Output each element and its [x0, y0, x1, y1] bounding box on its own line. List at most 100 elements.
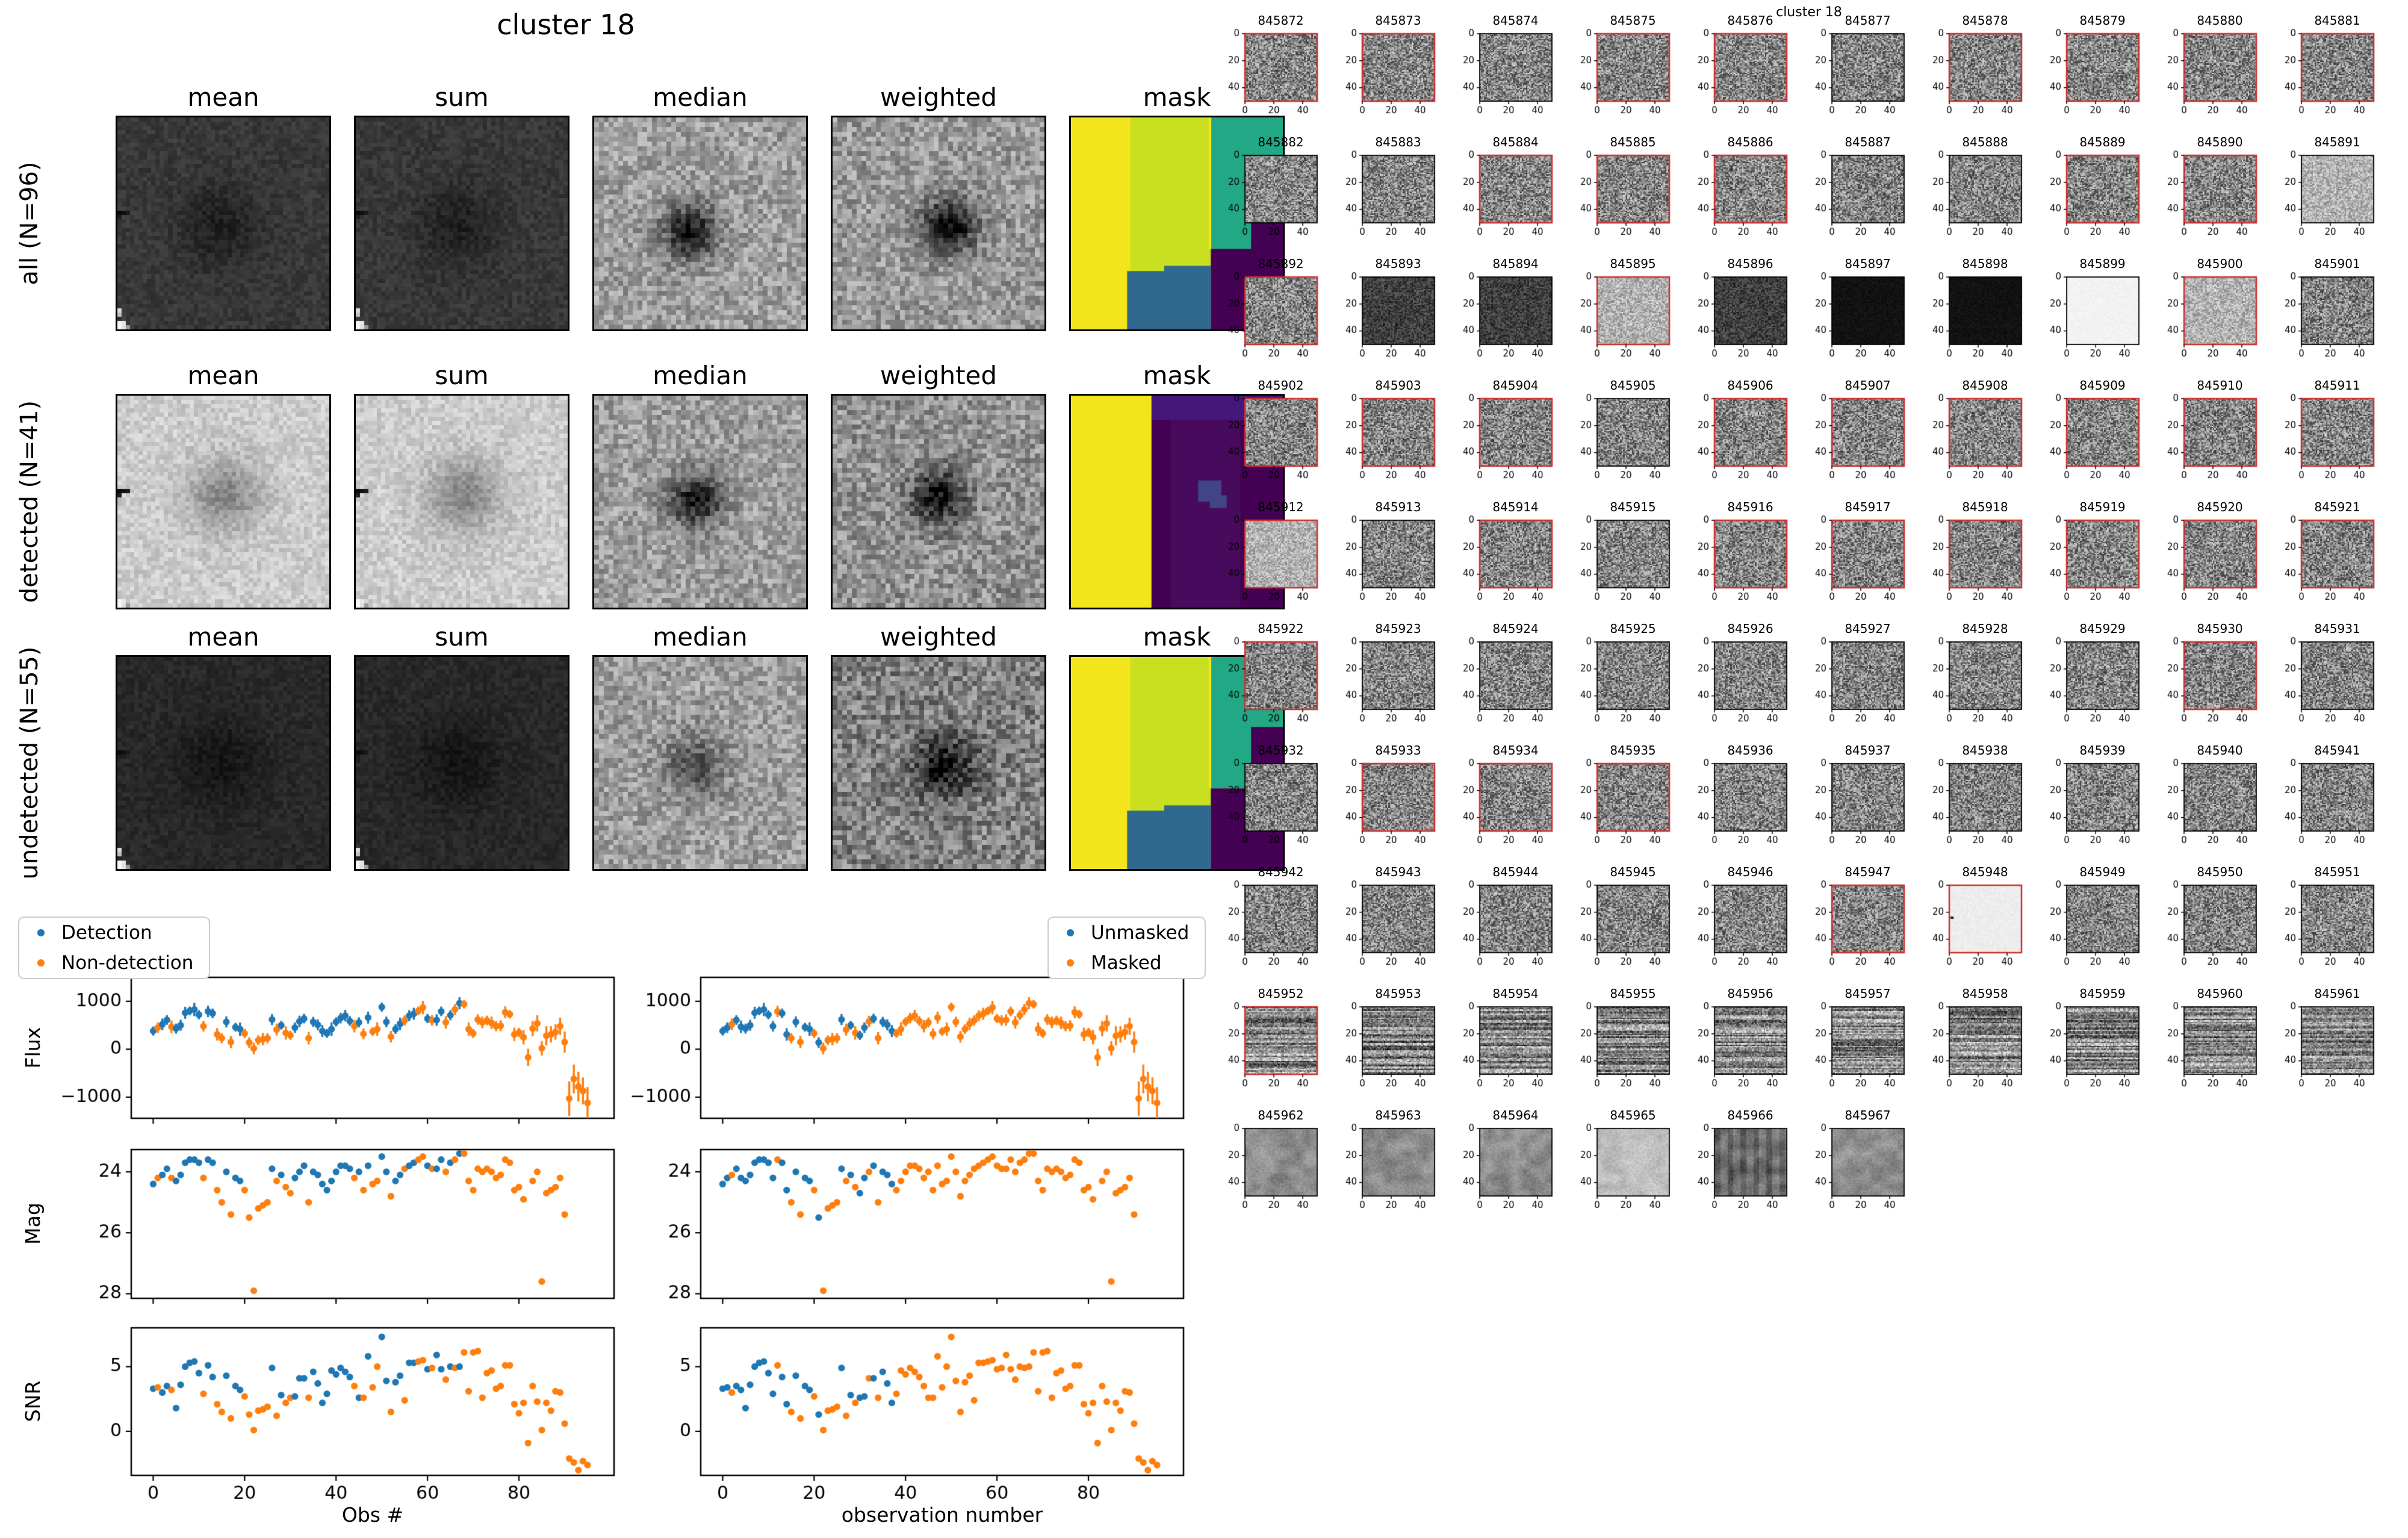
orange-marker-icon — [1067, 959, 1074, 967]
tile-image-845894 — [1451, 255, 1568, 377]
mag-panel-right — [701, 1150, 1184, 1298]
tile-image-845914 — [1451, 499, 1568, 620]
tile-image-845878 — [1920, 12, 2038, 134]
tile-image-845963 — [1333, 1107, 1451, 1228]
tile-image-845944 — [1451, 864, 1568, 985]
tile-image-845954 — [1451, 985, 1568, 1107]
tile-image-845892 — [1216, 255, 1333, 377]
cutout-stack-figure: all (N=96) mean sum median weighted mask detec… — [0, 0, 1285, 903]
tile-image-845880 — [2155, 12, 2273, 134]
snr-axis-label: SNR — [21, 1380, 45, 1422]
tile-image-845956 — [1686, 985, 1803, 1107]
stack-col-header: median — [653, 622, 748, 652]
tile-image-845896 — [1686, 255, 1803, 377]
tile-image-845932 — [1216, 742, 1333, 864]
tile-image-845950 — [2155, 864, 2273, 985]
tile-image-845934 — [1451, 742, 1568, 864]
orange-marker-icon — [37, 959, 45, 967]
legend-item: Masked — [1049, 948, 1205, 978]
stack-col-header: median — [653, 83, 748, 112]
stack-col-header: weighted — [880, 361, 998, 390]
flux-panel-right — [701, 977, 1184, 1118]
tile-image-845919 — [2038, 499, 2155, 620]
tile-image-845920 — [2155, 499, 2273, 620]
tile-image-845913 — [1333, 499, 1451, 620]
tile-image-845916 — [1686, 499, 1803, 620]
stack-panel-meanAll — [354, 116, 569, 331]
tile-image-845961 — [2273, 985, 2390, 1107]
tile-image-845921 — [2273, 499, 2390, 620]
stack-panel-meanDet — [354, 394, 569, 609]
stack-row-label: detected (N=41) — [16, 400, 43, 603]
stack-panel-weightedDet — [831, 394, 1046, 609]
tile-image-845876 — [1686, 12, 1803, 134]
tile-image-845909 — [2038, 377, 2155, 499]
tile-image-845874 — [1451, 12, 1568, 134]
stack-col-header: mean — [187, 622, 259, 652]
tile-image-845873 — [1333, 12, 1451, 134]
tile-image-845881 — [2273, 12, 2390, 134]
tile-image-845951 — [2273, 864, 2390, 985]
legend-masked: Unmasked Masked — [1047, 917, 1206, 979]
obs-axis-label-right: observation number — [841, 1503, 1043, 1527]
tile-image-845940 — [2155, 742, 2273, 864]
tile-image-845966 — [1686, 1107, 1803, 1228]
tile-image-845912 — [1216, 499, 1333, 620]
tile-image-845889 — [2038, 134, 2155, 255]
stack-panel-meanUnd — [116, 655, 331, 871]
stack-col-header: mask — [1143, 361, 1211, 390]
tile-image-845949 — [2038, 864, 2155, 985]
tile-image-845925 — [1568, 620, 1686, 742]
tile-image-845885 — [1568, 134, 1686, 255]
stack-figure-title: cluster 18 — [497, 8, 635, 41]
thumbnail-grid-figure: 8458728458738458748458758458768458778458… — [1216, 0, 2408, 1265]
tile-image-845937 — [1803, 742, 1920, 864]
tile-image-845953 — [1333, 985, 1451, 1107]
stack-panel-meanDet — [116, 394, 331, 609]
blue-marker-icon — [1067, 929, 1074, 936]
stack-panel-meanUnd — [354, 655, 569, 871]
tile-image-845900 — [2155, 255, 2273, 377]
stack-panel-medianAll — [592, 116, 808, 331]
tile-image-845960 — [2155, 985, 2273, 1107]
tile-image-845952 — [1216, 985, 1333, 1107]
tile-image-845964 — [1451, 1107, 1568, 1228]
tile-image-845947 — [1803, 864, 1920, 985]
tile-image-845898 — [1920, 255, 2038, 377]
tile-image-845872 — [1216, 12, 1333, 134]
stack-col-header: mask — [1143, 83, 1211, 112]
tile-image-845943 — [1333, 864, 1451, 985]
tile-image-845965 — [1568, 1107, 1686, 1228]
tile-image-845901 — [2273, 255, 2390, 377]
tile-image-845877 — [1803, 12, 1920, 134]
stack-col-header: mask — [1143, 622, 1211, 652]
snr-panel-right — [701, 1328, 1184, 1475]
stack-col-header: weighted — [880, 83, 998, 112]
tile-image-845891 — [2273, 134, 2390, 255]
tile-image-845930 — [2155, 620, 2273, 742]
tile-image-845935 — [1568, 742, 1686, 864]
stack-col-header: mean — [187, 83, 259, 112]
tile-image-845933 — [1333, 742, 1451, 864]
stack-panel-weightedUnd — [831, 655, 1046, 871]
tile-image-845927 — [1803, 620, 1920, 742]
tile-image-845888 — [1920, 134, 2038, 255]
tile-image-845928 — [1920, 620, 2038, 742]
tile-image-845897 — [1803, 255, 1920, 377]
tile-image-845958 — [1920, 985, 2038, 1107]
tile-image-845884 — [1451, 134, 1568, 255]
tile-image-845911 — [2273, 377, 2390, 499]
tile-image-845887 — [1803, 134, 1920, 255]
tile-image-845903 — [1333, 377, 1451, 499]
tile-image-845948 — [1920, 864, 2038, 985]
tile-image-845924 — [1451, 620, 1568, 742]
legend-label: Detection — [61, 922, 152, 944]
blue-marker-icon — [37, 929, 45, 936]
scatter-plots-canvas — [0, 903, 1240, 1538]
tile-image-845926 — [1686, 620, 1803, 742]
tile-image-845906 — [1686, 377, 1803, 499]
tile-image-845910 — [2155, 377, 2273, 499]
tile-image-845917 — [1803, 499, 1920, 620]
tile-image-845936 — [1686, 742, 1803, 864]
